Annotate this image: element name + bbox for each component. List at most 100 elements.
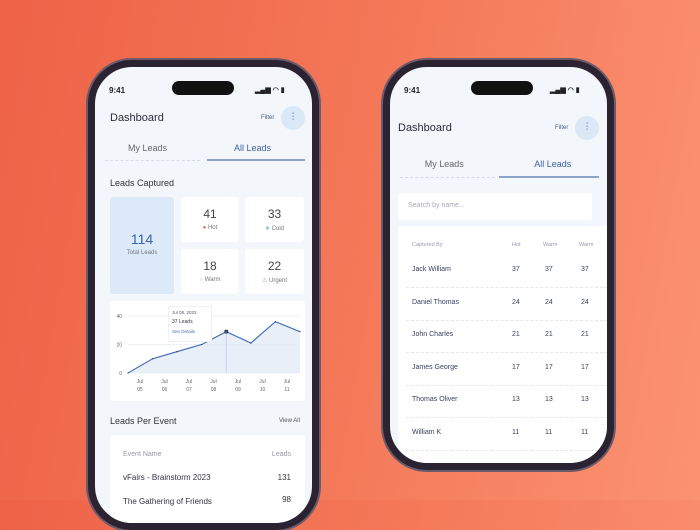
data-point [201,343,203,346]
x-tick-label: 10 [260,387,266,393]
phone-all-leads: 9:41 ▂▄▆ ◠ ▮ Dashboard Filter ⫶ My Leads… [383,60,614,470]
y-tick-label: 20 [116,343,122,349]
captured-by-name: William K [412,428,442,436]
lead-count: 37 [545,266,553,273]
chart-tooltip: Jul 08, 2023 37 Leads See Details [168,306,212,342]
data-point [299,331,301,333]
series-line [127,321,301,374]
event-name[interactable]: The Gathering of Friends [123,497,212,506]
lead-count: 17 [512,363,520,371]
data-point [176,351,178,353]
urgent-label-text: Urgent [269,278,288,284]
cold-label-text: Cold [271,226,285,232]
dynamic-island [172,81,234,95]
lead-count: 37 [581,266,589,273]
leads-chart: 40 20 0 Jul 05 Jul 06 Jul 07 Jul 08 Jul 09 Jul 10 Jul 11… [110,301,305,401]
x-tick-label: Jul [137,379,143,385]
cold-card: 33 ❄ Cold [245,197,304,242]
captured-by-name: Thomas Oliver [412,396,458,403]
filter-label[interactable]: Filter [261,115,275,121]
page-title: Dashboard [110,112,164,124]
sliders-icon[interactable]: ⫶ [575,116,599,140]
lead-count: 24 [545,298,553,306]
sliders-icon[interactable]: ⫶ [281,106,305,130]
col-warm: Warm [543,242,558,248]
sun-icon: ○ [199,277,205,283]
hot-card: 41 ● Hot [181,197,239,242]
tab-all-leads[interactable]: All Leads [534,159,572,169]
x-tick-label: Jul [161,379,167,385]
table-row[interactable]: Jack William 37 37 37 [406,256,607,288]
leads-line-chart: 40 20 0 Jul 05 Jul 06 Jul 07 Jul 08 Jul 09 Jul 10 Jul 11 [116,314,301,393]
total-leads-value: 114 [130,231,154,247]
event-name[interactable]: vFairs - Brainstorm 2023 [123,473,211,482]
lead-count: 24 [581,298,589,306]
warm-value: 18 [203,259,217,273]
lead-count: 21 [545,331,553,338]
warm-label: ○ Warm [181,277,239,283]
table-row[interactable]: John Charles 21 21 21 [406,321,607,353]
x-tick-label: Jul [210,379,216,385]
captured-by-name: James George [412,363,458,371]
urgent-value: 22 [267,259,282,273]
lead-count: 13 [581,396,589,403]
dynamic-island [471,81,533,95]
status-time: 9:41 [404,86,421,95]
data-point [151,358,154,360]
y-tick-label: 0 [119,371,122,377]
x-tick-label: Jul [259,379,265,385]
hot-label-text: Hot [207,225,218,231]
col-leads: Leads [271,451,291,458]
urgent-card: 22 ⚠ Urgent [245,249,304,294]
x-tick-label: 09 [235,387,241,393]
hot-label: ● Hot [181,225,239,231]
tab-all-leads[interactable]: All Leads [233,143,272,153]
x-tick-label: 08 [211,387,217,393]
table-row[interactable]: Thomas Oliver 13 13 13 [406,386,607,418]
x-tick-label: 11 [284,387,289,393]
total-leads-card: 114 Total Leads [110,197,174,294]
lead-count: 24 [512,298,520,306]
leads-table: Captured By Hot Warm Warm Jack William 37… [398,226,607,463]
search-input[interactable]: Search by name... [398,193,592,220]
status-time: 9:41 [109,86,126,95]
events-table: Event Name Leads vFairs - Brainstorm 202… [110,435,305,523]
tab-my-leads[interactable]: My Leads [127,143,168,153]
total-leads-label: Total Leads [126,250,158,256]
tab-my-leads[interactable]: My Leads [424,159,464,169]
x-tick-label: 06 [162,387,168,393]
leads-per-event-title: Leads Per Event [110,416,177,426]
data-point [250,342,252,344]
lead-count: 11 [545,428,553,436]
captured-by-name: Jack William [412,266,451,273]
cold-value: 33 [267,207,282,221]
view-all-link[interactable]: View All [279,418,300,424]
filter-label[interactable]: Filter [555,125,569,131]
fire-icon: ● [202,225,208,231]
lead-count: 11 [512,428,520,436]
data-point [224,329,229,334]
warm-card: 18 ○ Warm [181,249,239,294]
lead-count: 37 [512,266,520,273]
snowflake-icon: ❄ [264,226,272,232]
table-row[interactable]: James George 17 17 17 [406,354,607,386]
x-tick-label: Jul [186,379,192,385]
lead-count: 11 [581,428,589,436]
page-title: Dashboard [398,122,452,134]
urgent-label: ⚠ Urgent [245,277,304,284]
table-row[interactable]: William K 11 11 11 [406,419,607,451]
table-row[interactable]: Daniel Thomas 24 24 24 [406,289,607,321]
lead-count: 17 [545,363,553,371]
area-fill [128,321,300,373]
lead-count: 21 [581,331,589,338]
tooltip-link[interactable]: See Details [172,329,196,334]
captured-by-name: John Charles [412,331,454,338]
x-tick-label: Jul [235,379,241,385]
cold-label: ❄ Cold [245,225,304,232]
active-tab-underline [499,176,599,178]
hot-value: 41 [203,207,217,221]
x-tick-label: 07 [186,387,192,393]
lead-count: 17 [581,363,589,371]
active-tab-underline [207,159,305,161]
data-point [274,321,277,323]
